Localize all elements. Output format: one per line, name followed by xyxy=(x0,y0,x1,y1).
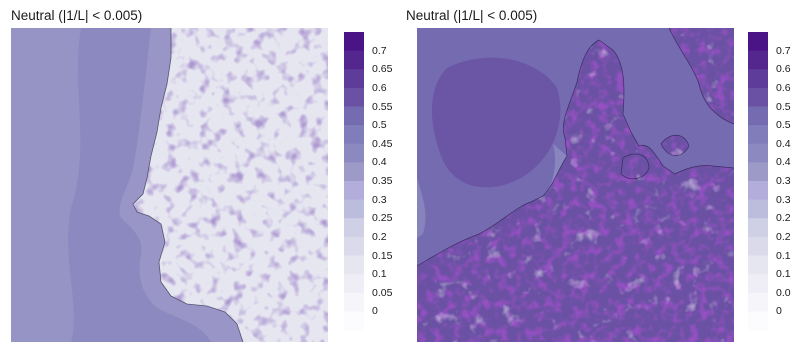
legend-swatch xyxy=(344,162,364,182)
coastline-zealand xyxy=(660,134,690,156)
legend-tick-label: 0 xyxy=(776,305,782,318)
offshore-band xyxy=(11,28,81,342)
legend-swatch xyxy=(344,87,364,108)
legend-tick-label: 0.05 xyxy=(372,286,393,299)
map-panel-portugal: Neutral (|1/L| < 0.005) 0.7 0.65 0.6 0.55 0.… xyxy=(0,0,395,342)
legend-tick-label: 0.15 xyxy=(372,249,393,262)
legend-tick-label: 0.25 xyxy=(372,212,393,225)
legend-swatch xyxy=(748,218,768,238)
legend-color-bar xyxy=(344,32,364,330)
map-denmark-north-germany xyxy=(417,28,734,342)
legend-tick-label: 0.1 xyxy=(372,268,387,281)
legend-tick-label: 0.2 xyxy=(776,230,791,243)
legend-swatch xyxy=(748,292,768,312)
legend-tick-label: 0.7 xyxy=(372,44,387,57)
legend-swatch xyxy=(344,255,364,275)
legend-tick-label: 0.45 xyxy=(776,137,791,150)
map-portugal xyxy=(11,28,328,342)
legend-tick-label: 0.6 xyxy=(372,81,387,94)
legend-swatch xyxy=(748,255,768,275)
legend-swatch xyxy=(748,274,768,294)
legend-tick-label: 0.35 xyxy=(776,175,791,187)
legend-swatch xyxy=(344,125,364,145)
legend-tick-label: 0.3 xyxy=(372,193,387,206)
legend-color-bar xyxy=(748,32,768,330)
legend-tick-label: 0.3 xyxy=(776,193,791,206)
legend-swatch xyxy=(344,69,364,89)
coastal-shelf xyxy=(119,28,243,342)
legend-swatch xyxy=(748,143,768,163)
legend-tick-label: 0.55 xyxy=(372,100,393,113)
coastline-funen xyxy=(620,153,650,180)
legend-swatch xyxy=(748,236,768,257)
panel-title: Neutral (|1/L| < 0.005) xyxy=(406,8,538,23)
legend-swatch xyxy=(748,50,768,70)
coastline xyxy=(417,28,734,267)
legend-swatch xyxy=(344,199,364,219)
legend-tick-label: 0.5 xyxy=(372,119,387,132)
legend-tick-label: 0.7 xyxy=(776,44,791,57)
legend-tick-label: 0.6 xyxy=(776,81,791,94)
legend-tick-label: 0.65 xyxy=(372,63,393,76)
legend-swatch xyxy=(748,311,768,330)
legend-swatch xyxy=(344,181,364,201)
legend-tick-label: 0.4 xyxy=(372,156,387,169)
legend-tick-label: 0.4 xyxy=(776,156,791,169)
legend-tick-label: 0.1 xyxy=(776,268,791,281)
legend-tick-label: 0.35 xyxy=(372,175,393,187)
shallow-inlet xyxy=(417,178,426,238)
legend-swatch xyxy=(344,143,364,163)
panel-title: Neutral (|1/L| < 0.005) xyxy=(11,8,143,23)
legend-swatch xyxy=(344,292,364,312)
map-panel-denmark: Neutral (|1/L| < 0.005) xyxy=(395,0,791,342)
coastline-sweden xyxy=(668,28,734,125)
coastline-mainland xyxy=(417,39,734,267)
legend-tick-label: 0.65 xyxy=(776,63,791,76)
legend-swatch xyxy=(344,274,364,294)
legend-swatch xyxy=(344,218,364,238)
legend-swatch xyxy=(748,106,768,126)
legend-tick-label: 0 xyxy=(372,305,378,318)
legend-swatch xyxy=(748,125,768,145)
legend-tick-label: 0.5 xyxy=(776,119,791,132)
legend-swatch xyxy=(748,69,768,89)
legend-tick-label: 0.25 xyxy=(776,212,791,225)
legend-swatch xyxy=(344,236,364,257)
legend-swatch xyxy=(344,311,364,330)
deep-sea-zone xyxy=(431,57,561,188)
legend-swatch xyxy=(344,50,364,70)
legend-swatch xyxy=(748,199,768,219)
legend-tick-label: 0.15 xyxy=(776,249,791,262)
legend-tick-label: 0.55 xyxy=(776,100,791,113)
legend-tick-label: 0.05 xyxy=(776,286,791,299)
legend-tick-label: 0.2 xyxy=(372,230,387,243)
legend-tick-label: 0.45 xyxy=(372,137,393,150)
legend-swatch xyxy=(344,106,364,126)
legend-swatch xyxy=(748,87,768,108)
legend-swatch xyxy=(344,32,364,52)
legend-swatch xyxy=(748,32,768,52)
legend-swatch xyxy=(748,181,768,201)
coastline xyxy=(132,28,244,342)
legend-swatch xyxy=(748,162,768,182)
